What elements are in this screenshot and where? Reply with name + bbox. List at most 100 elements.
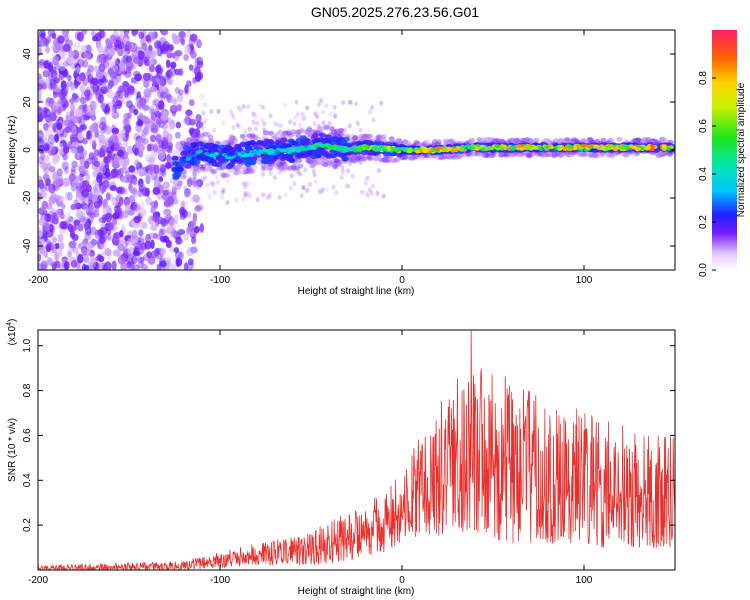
spectral-cell — [38, 61, 45, 69]
y-tick-label: 1.0 — [22, 338, 33, 352]
spectral-cell — [512, 138, 519, 144]
spectral-cell — [239, 141, 247, 147]
spectral-cell — [97, 194, 103, 204]
spectral-cell — [42, 173, 50, 181]
spectral-cell — [54, 260, 61, 269]
spectral-cell — [65, 191, 70, 201]
spectral-cell — [141, 221, 148, 230]
spectral-cell — [45, 128, 53, 137]
spectral-cell — [238, 107, 243, 113]
spectral-cell — [95, 189, 103, 196]
spectral-cell — [131, 229, 138, 240]
spectral-cell — [150, 123, 159, 133]
spectral-cell — [80, 91, 88, 100]
spectral-cell — [56, 122, 63, 131]
spectral-cell — [107, 101, 114, 108]
spectral-cell — [277, 194, 282, 200]
spectral-cell — [143, 88, 152, 98]
spectral-cell — [415, 149, 421, 154]
spectral-cell — [123, 90, 129, 98]
spectral-cell — [204, 117, 209, 123]
spectral-cell — [571, 138, 578, 144]
spectral-cell — [89, 124, 97, 133]
spectral-cell — [558, 144, 564, 149]
spectral-cell — [133, 159, 141, 167]
spectral-cell — [209, 109, 214, 114]
spectral-cell — [300, 117, 305, 122]
spectral-cell — [282, 102, 287, 108]
spectral-cell — [318, 132, 326, 138]
spectral-cell — [166, 225, 173, 232]
spectral-cell — [113, 157, 119, 167]
spectral-cell — [231, 115, 236, 121]
spectral-cell — [112, 249, 120, 257]
spectral-cell — [54, 254, 60, 262]
spectral-cell — [141, 137, 149, 145]
spectral-cell — [267, 194, 272, 199]
spectral-cell — [298, 171, 302, 177]
spectral-cell — [196, 181, 201, 187]
spectral-cell — [138, 31, 145, 40]
spectral-cell — [299, 193, 304, 199]
spectral-cell — [58, 242, 65, 250]
spectral-cell — [98, 63, 106, 73]
spectral-cell — [175, 257, 181, 268]
spectral-cell — [85, 130, 93, 140]
spectral-cell — [98, 30, 105, 39]
spectral-cell — [287, 165, 294, 171]
spectral-cell — [105, 85, 111, 93]
spectral-cell — [442, 148, 448, 152]
spectral-cell — [59, 61, 66, 72]
spectral-cell — [294, 99, 299, 105]
spectral-cell — [186, 137, 193, 143]
spectral-cell — [335, 145, 341, 150]
spectral-cell — [188, 99, 195, 107]
spectrogram-heatmap — [38, 30, 675, 270]
spectral-cell — [139, 183, 146, 190]
spectral-cell — [141, 42, 148, 51]
spectral-cell — [106, 234, 112, 241]
spectral-cell — [57, 233, 64, 244]
spectral-cell — [360, 154, 367, 160]
spectral-cell — [126, 264, 132, 270]
spectral-cell — [175, 121, 182, 129]
spectral-cell — [511, 152, 518, 158]
spectral-cell — [263, 148, 269, 153]
spectral-cell — [117, 42, 125, 50]
spectral-cell — [43, 250, 49, 259]
spectral-cell — [119, 129, 126, 140]
spectral-cell — [154, 122, 161, 129]
spectral-cell — [256, 140, 264, 146]
spectral-cell — [137, 178, 144, 188]
spectral-cell — [290, 129, 297, 135]
spectral-cell — [150, 127, 159, 134]
spectral-cell — [337, 128, 344, 134]
spectral-cell — [166, 52, 173, 59]
spectral-cell — [194, 132, 201, 138]
spectral-cell — [81, 97, 87, 104]
spectral-cell — [136, 100, 144, 110]
spectral-cell — [158, 261, 166, 270]
spectral-cell — [312, 172, 317, 178]
spectral-cell — [54, 242, 60, 250]
spectral-cell — [178, 68, 184, 77]
spectral-cell — [196, 168, 201, 174]
spectral-cell — [126, 260, 132, 269]
spectral-cell — [319, 137, 327, 143]
spectral-cell — [171, 155, 179, 161]
spectral-cell — [136, 168, 145, 177]
spectral-cell — [105, 192, 111, 201]
spectral-cell — [273, 175, 277, 180]
x-tick-label: 0 — [399, 575, 405, 586]
spectral-cell — [39, 249, 46, 257]
spectral-cell — [40, 264, 48, 270]
spectral-cell — [38, 83, 44, 91]
spectral-cell — [38, 240, 43, 251]
spectral-cell — [80, 201, 88, 210]
spectral-cell — [347, 123, 352, 129]
spectral-cell — [45, 244, 52, 253]
spectral-cell — [327, 121, 332, 127]
spectral-cell — [580, 152, 587, 158]
spectral-cell — [171, 32, 177, 41]
